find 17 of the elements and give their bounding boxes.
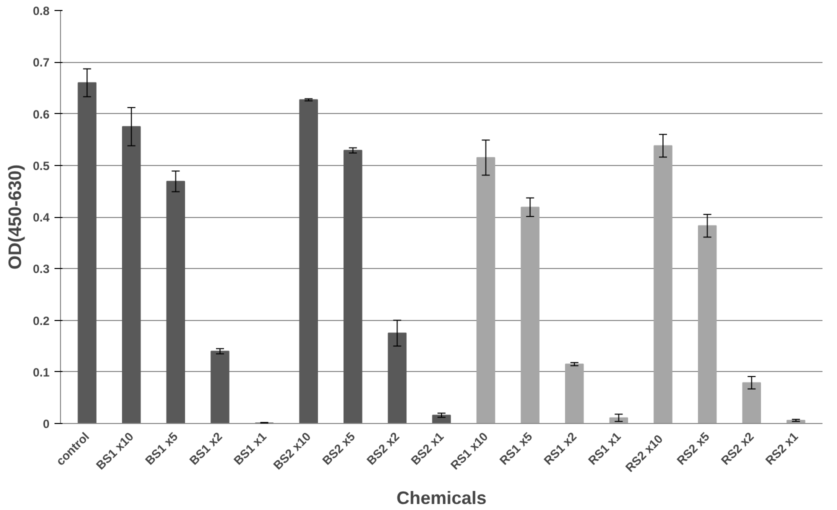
y-tick-label: 0.6: [32, 107, 50, 122]
x-tick-label: BS1 x2: [186, 429, 226, 468]
y-tick-label: 0.5: [32, 158, 50, 173]
x-axis-title: Chemicals: [396, 488, 487, 508]
x-tick-label: BS1 x1: [231, 429, 270, 468]
y-tick-label: 0.2: [32, 314, 50, 328]
y-tick-label: 0: [42, 417, 50, 431]
y-tick-label: 0.4: [32, 210, 50, 224]
y-tick-label: 0.1: [32, 365, 50, 380]
x-tick-label: RS1 x2: [541, 429, 580, 468]
x-tick-label: BS1 x5: [142, 429, 181, 468]
x-tick-label: RS1 x5: [496, 429, 536, 468]
x-tick-label: RS1 x1: [585, 429, 624, 468]
y-axis-title: OD(450-630): [4, 164, 25, 270]
y-tick-label: 0.8: [32, 4, 50, 18]
y-tick-label: 0.7: [32, 56, 50, 70]
y-tick-label: 0.3: [32, 262, 50, 276]
